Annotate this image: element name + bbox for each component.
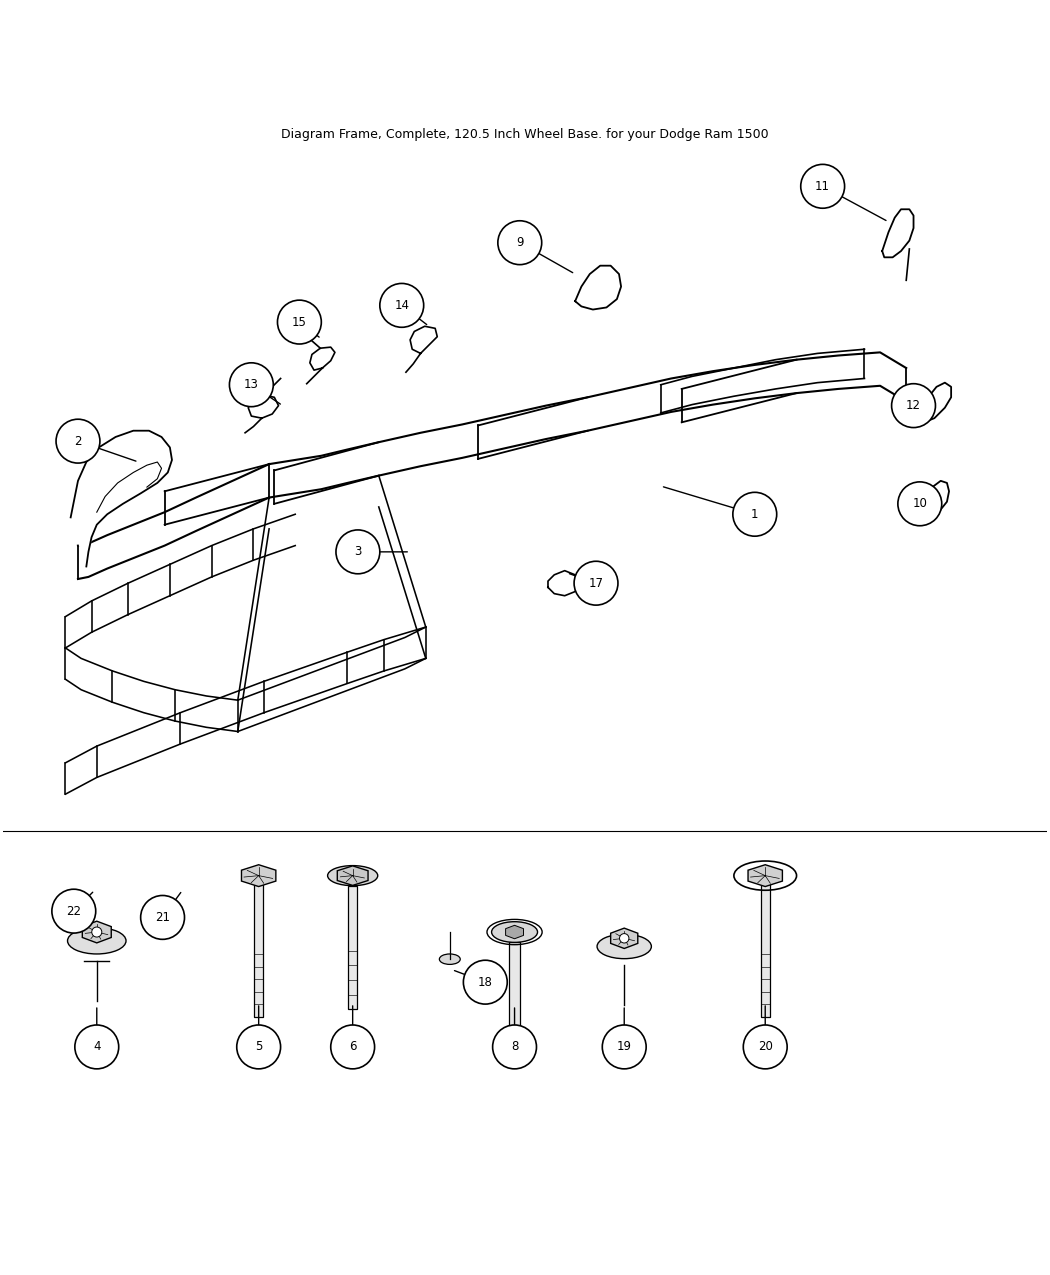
Bar (760, 884, 770, 1016)
Text: 11: 11 (815, 180, 831, 193)
Text: 14: 14 (394, 298, 410, 312)
Circle shape (498, 221, 542, 265)
Circle shape (733, 492, 777, 537)
Text: 18: 18 (478, 975, 492, 988)
Polygon shape (916, 382, 951, 422)
Circle shape (75, 1025, 119, 1068)
Text: Diagram Frame, Complete, 120.5 Inch Wheel Base. for your Dodge Ram 1500: Diagram Frame, Complete, 120.5 Inch Whee… (281, 128, 769, 140)
Text: 5: 5 (255, 1040, 262, 1053)
Polygon shape (548, 571, 580, 595)
Circle shape (743, 1025, 788, 1068)
Text: 8: 8 (511, 1040, 519, 1053)
Text: 10: 10 (912, 497, 927, 510)
Polygon shape (242, 864, 276, 886)
Polygon shape (248, 395, 278, 418)
Circle shape (56, 419, 100, 463)
Text: 4: 4 (93, 1040, 101, 1053)
Bar (254, 884, 264, 1016)
Bar (509, 942, 521, 1037)
Circle shape (492, 1025, 537, 1068)
Text: 21: 21 (155, 910, 170, 924)
Circle shape (236, 1025, 280, 1068)
Ellipse shape (328, 866, 378, 886)
Ellipse shape (439, 954, 460, 964)
Polygon shape (917, 481, 949, 519)
Circle shape (336, 530, 380, 574)
Circle shape (620, 933, 629, 944)
Polygon shape (411, 326, 437, 353)
Circle shape (51, 889, 96, 933)
Bar (348, 886, 357, 1010)
Text: 3: 3 (354, 546, 361, 558)
Polygon shape (575, 265, 622, 310)
Text: 20: 20 (758, 1040, 773, 1053)
Text: 17: 17 (588, 576, 604, 590)
Circle shape (229, 363, 273, 407)
Text: 15: 15 (292, 316, 307, 329)
Ellipse shape (491, 922, 538, 942)
Circle shape (91, 927, 102, 937)
Text: 9: 9 (516, 236, 524, 249)
Circle shape (891, 384, 936, 427)
Circle shape (380, 283, 424, 328)
Polygon shape (748, 864, 782, 886)
Text: 19: 19 (616, 1040, 632, 1053)
Text: 22: 22 (66, 905, 81, 918)
Polygon shape (611, 928, 637, 949)
Ellipse shape (597, 935, 651, 959)
Text: 6: 6 (349, 1040, 356, 1053)
Text: 13: 13 (244, 379, 258, 391)
Ellipse shape (67, 928, 126, 954)
Circle shape (603, 1025, 646, 1068)
Polygon shape (506, 926, 524, 938)
Polygon shape (337, 866, 369, 885)
Circle shape (331, 1025, 375, 1068)
Circle shape (574, 561, 618, 606)
Text: 2: 2 (75, 435, 82, 448)
Text: 1: 1 (751, 507, 758, 520)
Circle shape (141, 895, 185, 940)
Polygon shape (82, 921, 111, 944)
Circle shape (463, 960, 507, 1005)
Circle shape (801, 164, 844, 208)
Polygon shape (882, 209, 914, 258)
Text: 12: 12 (906, 399, 921, 412)
Polygon shape (310, 347, 335, 370)
Circle shape (277, 300, 321, 344)
Polygon shape (70, 431, 172, 566)
Circle shape (898, 482, 942, 525)
